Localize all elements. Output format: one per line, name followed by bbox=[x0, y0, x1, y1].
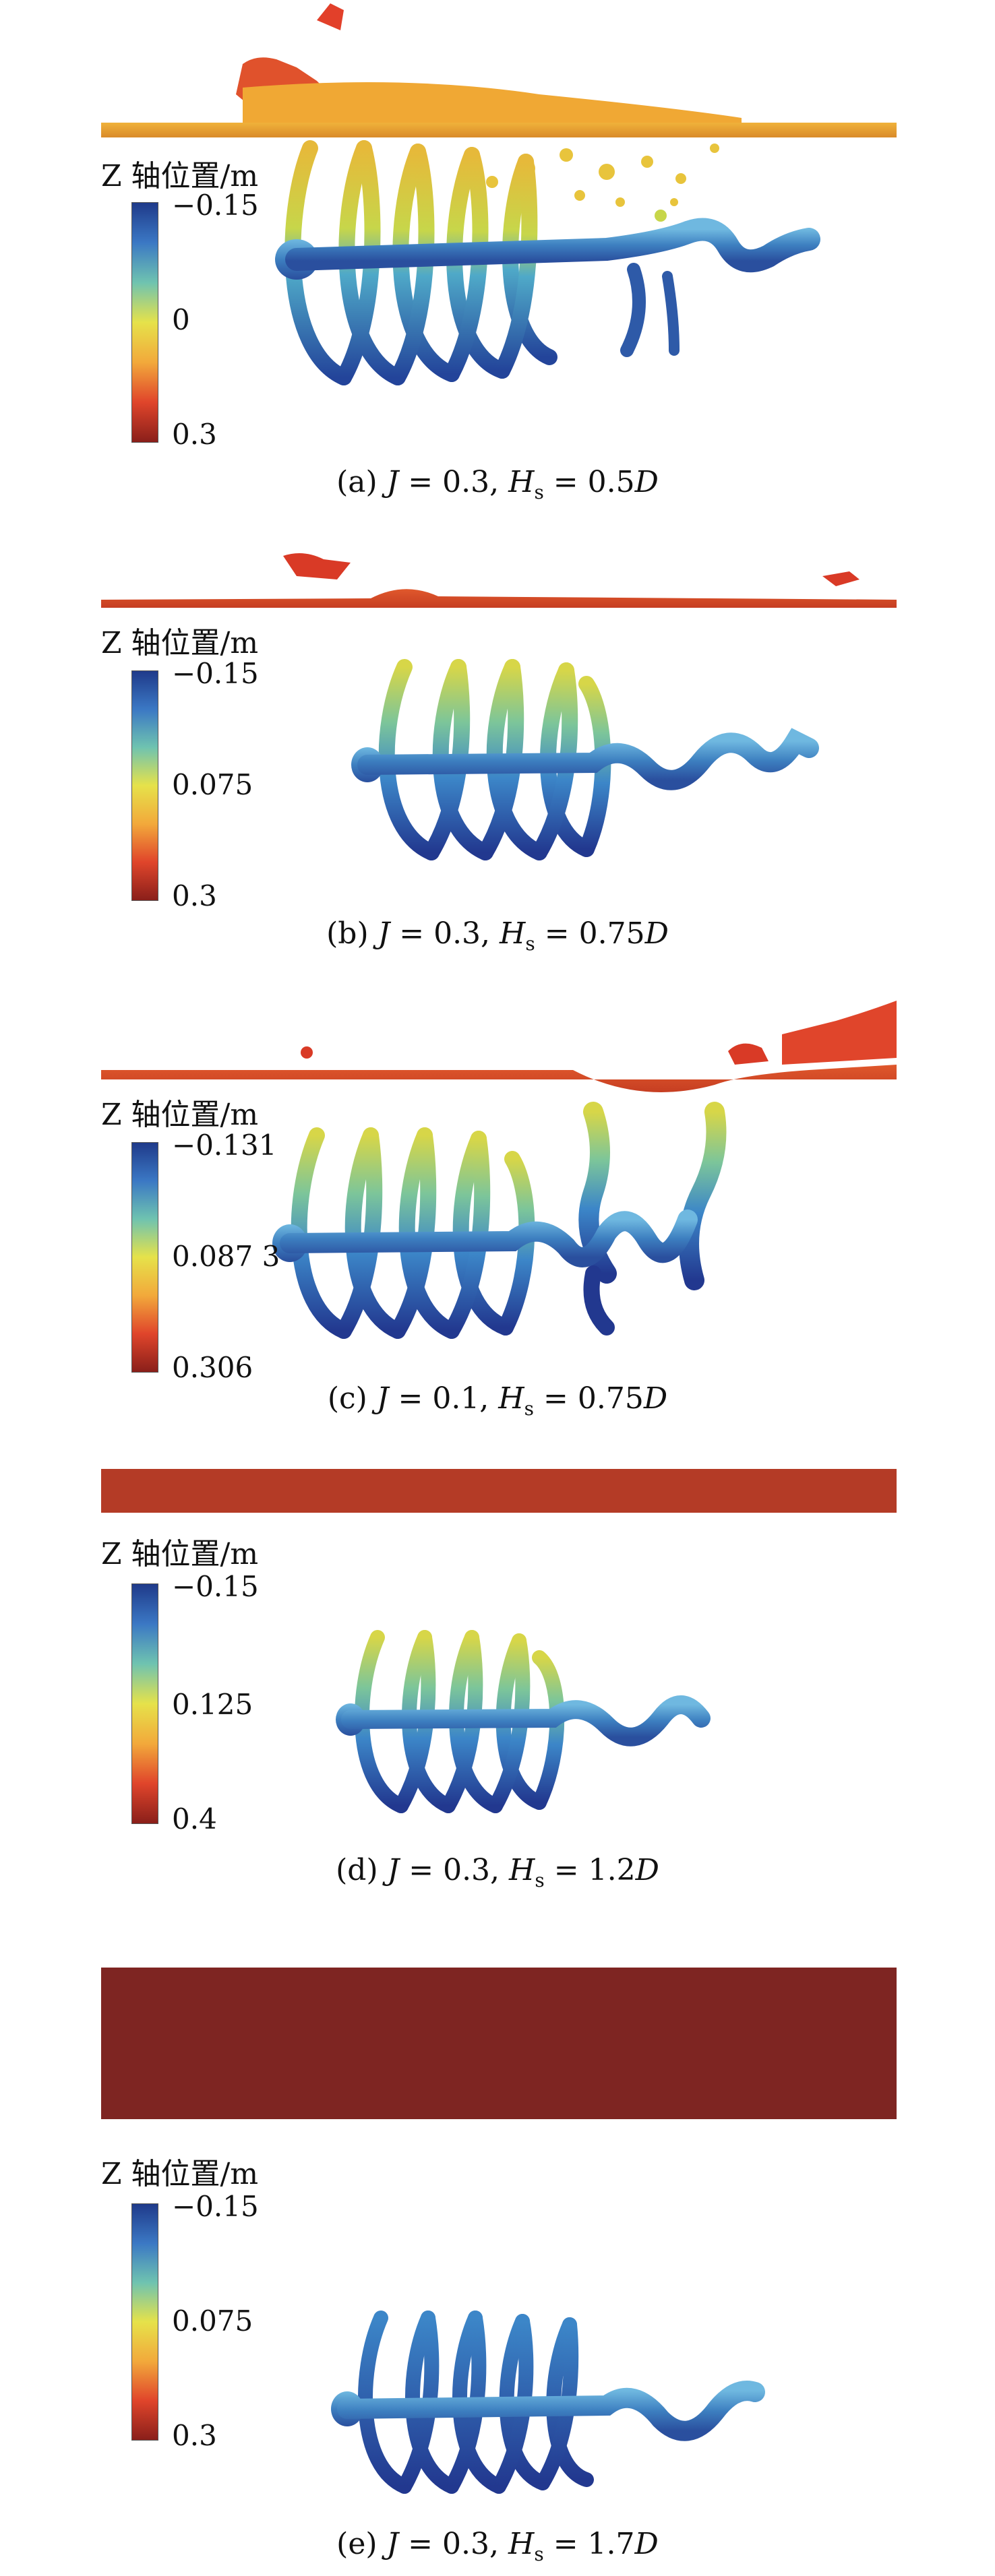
colorbar-title: Z 轴位置/m bbox=[101, 159, 259, 193]
vortex-render-d bbox=[101, 1469, 897, 1813]
vortex-render-c bbox=[101, 1001, 897, 1339]
colorbar-tick-min: 0.4 bbox=[172, 1802, 217, 1835]
caption-a: (a) J = 0.3, Hs = 0.5D bbox=[336, 465, 659, 503]
colorbar bbox=[131, 202, 158, 443]
free-surface-d bbox=[101, 1469, 897, 1513]
colorbar bbox=[131, 2203, 158, 2441]
colorbar-tick-mid: 0 bbox=[172, 303, 190, 336]
colorbar-tick-mid: 0.087 3 bbox=[172, 1240, 280, 1273]
free-surface-e bbox=[101, 1968, 897, 2119]
spray-blob-b2 bbox=[822, 571, 860, 586]
colorbar-title: Z 轴位置/m bbox=[101, 626, 259, 660]
colorbar bbox=[131, 670, 158, 901]
panel-e: Z 轴位置/m −0.15 0.075 0.3 (e) J = 0.3, Hs … bbox=[0, 1947, 995, 2576]
colorbar-tick-max: −0.15 bbox=[172, 1570, 259, 1603]
colorbar-title: Z 轴位置/m bbox=[101, 2157, 259, 2191]
panel-d: Z 轴位置/m −0.15 0.125 0.4 (d) J = 0.3, Hs … bbox=[0, 1462, 995, 1947]
spray-blob-a bbox=[317, 3, 344, 30]
colorbar-title: Z 轴位置/m bbox=[101, 1098, 259, 1132]
panel-a: Z 轴位置/m −0.15 0 0.3 (a) J = 0.3, Hs = 0.… bbox=[0, 0, 995, 512]
colorbar-tick-max: −0.131 bbox=[172, 1129, 277, 1162]
downstream-strand-c bbox=[583, 1265, 615, 1336]
free-surface-b bbox=[101, 589, 897, 608]
hub-vortex-e bbox=[337, 2381, 765, 2441]
colorbar-tick-max: −0.15 bbox=[172, 657, 259, 690]
colorbar-tick-mid: 0.075 bbox=[172, 2304, 253, 2337]
spray-band-a bbox=[243, 82, 742, 131]
colorbar-tick-max: −0.15 bbox=[172, 2190, 259, 2223]
caption-c: (c) J = 0.1, Hs = 0.75D bbox=[327, 1381, 668, 1420]
panel-c: Z 轴位置/m −0.131 0.087 3 0.306 (c) J = 0.1… bbox=[0, 991, 995, 1462]
colorbar-tick-min: 0.3 bbox=[172, 418, 217, 451]
free-surface-c bbox=[101, 1065, 897, 1092]
spray-blob-b bbox=[283, 553, 351, 579]
vortex-render-b bbox=[101, 553, 897, 860]
colorbar-tick-mid: 0.125 bbox=[172, 1688, 253, 1721]
vortex-render-a bbox=[101, 3, 897, 385]
caption-e: (e) J = 0.3, Hs = 1.7D bbox=[336, 2527, 659, 2565]
hub-vortex-d bbox=[341, 1695, 711, 1747]
free-surface-a bbox=[101, 123, 897, 137]
colorbar-tick-min: 0.306 bbox=[172, 1351, 253, 1384]
hub-vortex-a bbox=[285, 218, 820, 273]
spray-blob-c2 bbox=[728, 1043, 768, 1065]
spray-blob-c bbox=[301, 1046, 313, 1059]
downstream-strand-a bbox=[620, 263, 646, 357]
colorbar bbox=[131, 1583, 158, 1824]
colorbar-tick-max: −0.15 bbox=[172, 189, 259, 222]
colorbar-tick-min: 0.3 bbox=[172, 879, 217, 912]
vortex-render-e bbox=[101, 1968, 897, 2494]
caption-b: (b) J = 0.3, Hs = 0.75D bbox=[326, 916, 669, 955]
panel-b: Z 轴位置/m −0.15 0.075 0.3 (b) J = 0.3, Hs … bbox=[0, 539, 995, 984]
downstream-strand-a2 bbox=[662, 271, 680, 356]
hub-vortex-c bbox=[280, 1210, 698, 1267]
caption-d: (d) J = 0.3, Hs = 1.2D bbox=[336, 1853, 659, 1891]
spray-wave-c bbox=[782, 1001, 897, 1065]
colorbar bbox=[131, 1142, 158, 1373]
hub-vortex-b bbox=[357, 728, 819, 790]
colorbar-title: Z 轴位置/m bbox=[101, 1537, 259, 1571]
colorbar-tick-mid: 0.075 bbox=[172, 768, 253, 801]
tip-vortices-c bbox=[291, 1102, 727, 1339]
colorbar-tick-min: 0.3 bbox=[172, 2419, 217, 2452]
